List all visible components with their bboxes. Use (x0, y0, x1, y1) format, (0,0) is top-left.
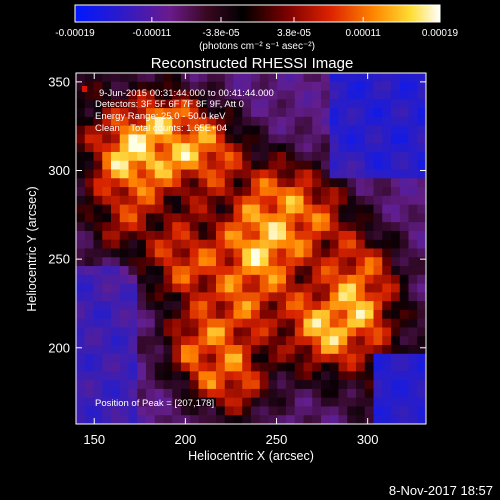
peak-position-label: Position of Peak = [207,178] (95, 398, 214, 409)
colorbar-tick-label: 3.8e-05 (277, 28, 311, 39)
x-tick-label: 300 (357, 432, 379, 447)
x-axis-ticks: 150 200 250 300 (83, 73, 379, 447)
annotation-time-range: 9-Jun-2015 00:31:44.000 to 00:41:44.000 (99, 88, 274, 99)
annotation-detectors: Detectors: 3F 5F 6F 7F 8F 9F, Att 0 (95, 99, 244, 110)
colorbar-tick-labels: -0.00019 -0.00011 -3.8e-05 3.8e-05 0.00011 0.… (55, 28, 458, 39)
y-tick-label: 300 (48, 163, 70, 178)
colorbar: -0.00019 -0.00011 -3.8e-05 3.8e-05 0.00011 0.… (55, 4, 459, 52)
colorbar-unit-label: (photons cm⁻² s⁻¹ asec⁻²) (199, 41, 315, 52)
y-tick-label: 200 (48, 340, 70, 355)
chart-title: Reconstructed RHESSI Image (151, 55, 354, 72)
colorbar-tick-label: -0.00011 (132, 28, 171, 39)
y-axis-label: Heliocentric Y (arcsec) (25, 186, 39, 311)
colorbar-tick-label: 0.00011 (345, 28, 381, 39)
colorbar-tick-label: 0.00019 (422, 28, 459, 39)
x-tick-label: 200 (175, 432, 197, 447)
annotation-energy-range: Energy Range: 25.0 - 50.0 keV (95, 111, 226, 122)
colorbar-tick-label: -0.00019 (55, 28, 95, 39)
colorbar-tick-label: -3.8e-05 (202, 28, 240, 39)
colorbar-gradient (74, 4, 441, 23)
x-tick-label: 250 (266, 432, 288, 447)
heatmap-image (76, 73, 426, 424)
annotation-block: 9-Jun-2015 00:31:44.000 to 00:41:44.000 … (82, 86, 274, 134)
y-tick-label: 350 (48, 74, 70, 89)
x-axis-label: Heliocentric X (arcsec) (188, 449, 314, 463)
colorbar-ticks (74, 17, 441, 22)
y-tick-label: 250 (48, 252, 70, 267)
x-tick-label: 150 (83, 432, 105, 447)
y-axis-ticks: 200 250 300 350 (48, 74, 426, 355)
plot-frame (75, 72, 427, 425)
footer-date: 8-Nov-2017 18:57 (389, 483, 493, 498)
annotation-clean-counts: Clean Total counts: 1.65E+04 (95, 123, 227, 134)
